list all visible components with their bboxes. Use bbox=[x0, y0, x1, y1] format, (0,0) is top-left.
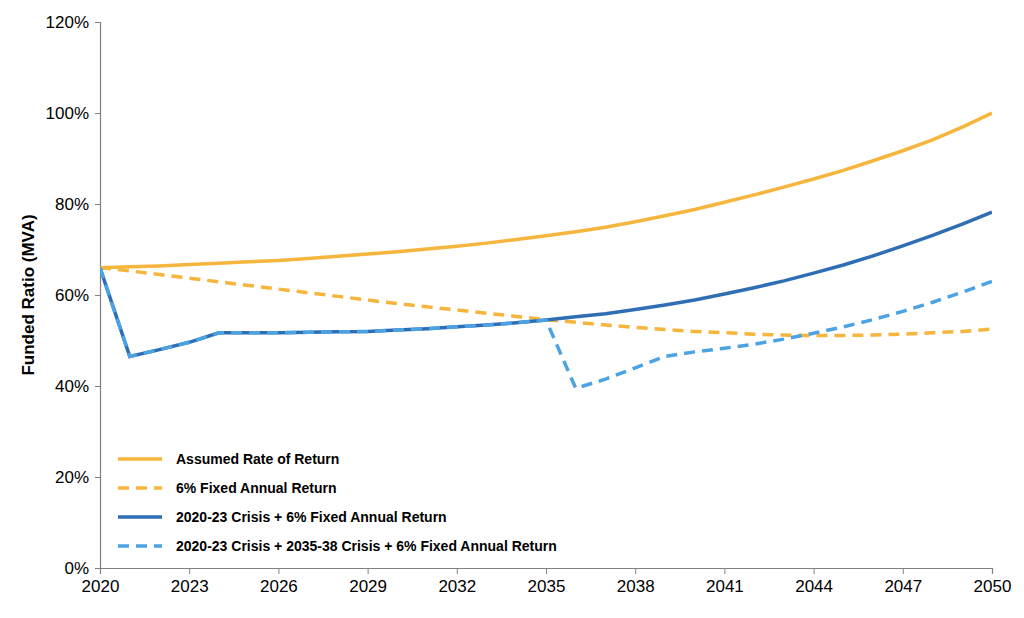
y-tick-mark bbox=[95, 204, 100, 205]
x-tick: 2029 bbox=[349, 568, 387, 596]
legend-item: 2020-23 Crisis + 2035-38 Crisis + 6% Fix… bbox=[118, 538, 557, 554]
y-tick-mark bbox=[95, 113, 100, 114]
series-line bbox=[100, 268, 992, 389]
y-tick-mark bbox=[95, 477, 100, 478]
x-tick: 2050 bbox=[974, 568, 1012, 596]
y-tick-label: 100% bbox=[46, 104, 89, 123]
x-tick-mark bbox=[814, 568, 815, 574]
x-tick-mark bbox=[457, 568, 458, 574]
y-tick: 60% bbox=[55, 286, 100, 305]
x-axis: 2020 2023 2026 2029 2032 2035 2038 2041 2044 2047… bbox=[82, 568, 1012, 596]
series-line bbox=[100, 212, 992, 356]
x-tick-mark bbox=[546, 568, 547, 574]
x-tick-label: 2050 bbox=[974, 577, 1012, 596]
plot: 0%20%40%60%80%100%120%202020232026202920… bbox=[46, 13, 1012, 596]
x-tick-mark bbox=[368, 568, 369, 574]
x-tick: 2041 bbox=[706, 568, 744, 596]
legend-label: 6% Fixed Annual Return bbox=[176, 480, 337, 496]
x-tick-label: 2023 bbox=[171, 577, 209, 596]
y-tick-label: 0% bbox=[64, 559, 89, 578]
y-tick-mark bbox=[95, 386, 100, 387]
legend-swatch bbox=[118, 457, 162, 461]
x-tick-label: 2035 bbox=[528, 577, 566, 596]
x-tick: 2044 bbox=[795, 568, 833, 596]
y-axis-line bbox=[95, 23, 101, 569]
x-tick-label: 2032 bbox=[438, 577, 476, 596]
x-tick-label: 2026 bbox=[260, 577, 298, 596]
x-tick: 2023 bbox=[171, 568, 209, 596]
legend-swatch bbox=[118, 486, 162, 490]
legend-swatch bbox=[118, 544, 162, 548]
x-tick-mark bbox=[278, 568, 279, 574]
legend-item: 6% Fixed Annual Return bbox=[118, 480, 337, 496]
y-tick-label: 20% bbox=[55, 468, 89, 487]
x-tick: 2032 bbox=[438, 568, 476, 596]
legend-item: 2020-23 Crisis + 6% Fixed Annual Return bbox=[118, 509, 447, 525]
legend-label: 2020-23 Crisis + 2035-38 Crisis + 6% Fix… bbox=[176, 538, 557, 554]
x-tick: 2035 bbox=[528, 568, 566, 596]
x-tick-mark bbox=[635, 568, 636, 574]
y-axis-title: Funded Ratio (MVA) bbox=[19, 214, 38, 375]
y-tick: 0% bbox=[64, 559, 100, 578]
x-tick: 2047 bbox=[884, 568, 922, 596]
series-line bbox=[100, 113, 992, 268]
legend-label: Assumed Rate of Return bbox=[176, 451, 339, 467]
x-tick-label: 2041 bbox=[706, 577, 744, 596]
y-tick: 80% bbox=[55, 195, 100, 214]
y-tick-mark bbox=[95, 295, 100, 296]
legend-item: Assumed Rate of Return bbox=[118, 451, 339, 467]
x-tick-label: 2044 bbox=[795, 577, 833, 596]
y-tick-mark bbox=[95, 22, 100, 23]
y-tick-mark bbox=[95, 568, 100, 569]
legend-label: 2020-23 Crisis + 6% Fixed Annual Return bbox=[176, 509, 447, 525]
x-tick-label: 2020 bbox=[82, 577, 120, 596]
x-tick: 2020 bbox=[82, 568, 120, 596]
x-tick-mark bbox=[100, 568, 101, 574]
x-tick-mark bbox=[903, 568, 904, 574]
legend: Assumed Rate of Return 6% Fixed Annual Re… bbox=[118, 451, 557, 554]
chart: 0%20%40%60%80%100%120%202020232026202920… bbox=[0, 0, 1024, 618]
y-tick-label: 120% bbox=[46, 13, 89, 32]
x-tick-mark bbox=[189, 568, 190, 574]
y-tick: 20% bbox=[55, 468, 100, 487]
y-tick: 100% bbox=[46, 104, 100, 123]
x-tick: 2038 bbox=[617, 568, 655, 596]
y-tick-label: 40% bbox=[55, 377, 89, 396]
x-axis-line bbox=[101, 569, 993, 575]
legend-swatch bbox=[118, 515, 162, 519]
x-tick-mark bbox=[724, 568, 725, 574]
y-tick: 120% bbox=[46, 13, 100, 32]
x-tick: 2026 bbox=[260, 568, 298, 596]
y-tick-label: 60% bbox=[55, 286, 89, 305]
y-tick-label: 80% bbox=[55, 195, 89, 214]
x-tick-mark bbox=[992, 568, 993, 574]
x-tick-label: 2029 bbox=[349, 577, 387, 596]
series-line bbox=[100, 268, 992, 336]
lines bbox=[100, 113, 992, 388]
y-tick: 40% bbox=[55, 377, 100, 396]
x-tick-label: 2047 bbox=[884, 577, 922, 596]
y-axis: 0% 20% 40% 60% 80% 100% 120% bbox=[46, 13, 101, 578]
x-tick-label: 2038 bbox=[617, 577, 655, 596]
